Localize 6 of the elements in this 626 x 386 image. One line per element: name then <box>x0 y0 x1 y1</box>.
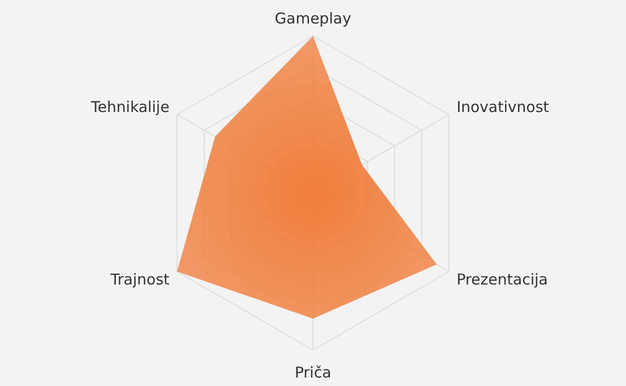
spoke-label: Trajnost <box>110 270 170 289</box>
spoke-label: Tehnikalije <box>90 98 170 116</box>
spoke-label: Inovativnost <box>456 98 550 116</box>
spoke-label: Prezentacija <box>456 270 548 289</box>
spoke-label: Priča <box>294 364 332 382</box>
spoke-label: Gameplay <box>274 9 352 28</box>
